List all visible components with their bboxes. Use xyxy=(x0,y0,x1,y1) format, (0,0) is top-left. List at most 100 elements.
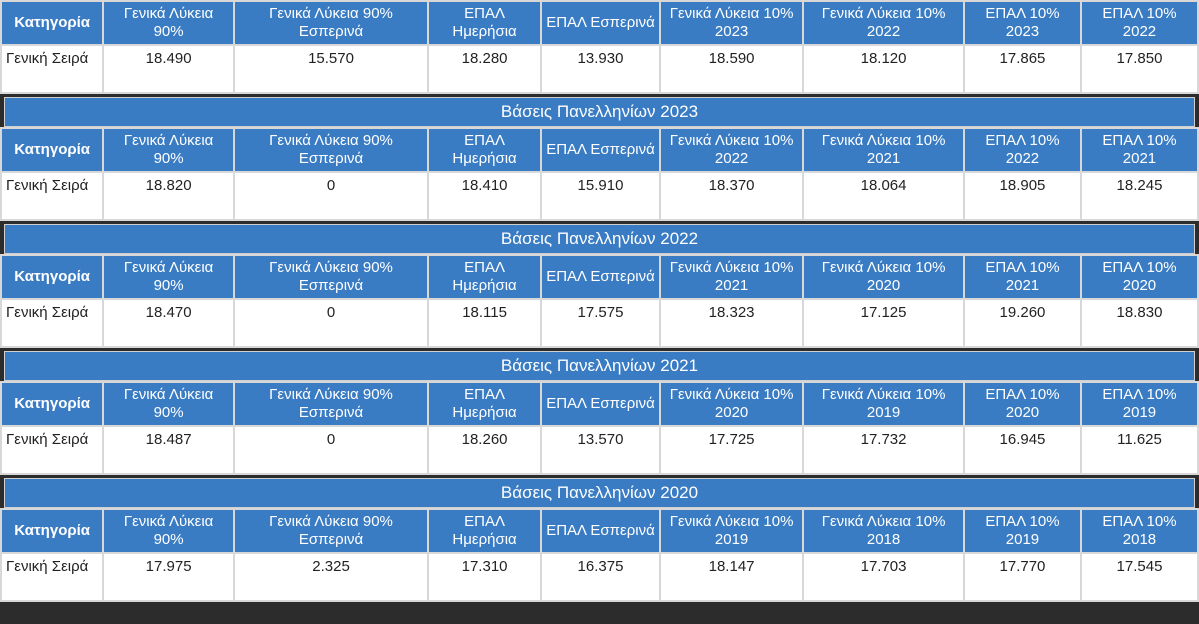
column-header: ΕΠΑΛ 10% 2020 xyxy=(1081,256,1197,298)
row-category-cell: Γενική Σειρά xyxy=(2,427,103,473)
category-header: Κατηγορία xyxy=(2,510,103,552)
column-header: Γενικά Λύκεια 90% xyxy=(104,383,233,425)
column-header: ΕΠΑΛ 10% 2022 xyxy=(1081,2,1197,44)
column-header: Γενικά Λύκεια 90% Εσπερινά xyxy=(234,2,428,44)
header-row: Κατηγορία Γενικά Λύκεια 90% Γενικά Λύκεια … xyxy=(2,510,1197,552)
basis-block: Βάσεις Πανελληνίων 2021 Κατηγορία Γενικά Λ… xyxy=(0,351,1199,475)
score-cell: 18.590 xyxy=(661,46,803,92)
row-category-cell: Γενική Σειρά xyxy=(2,46,103,92)
column-header: Γενικά Λύκεια 90% Εσπερινά xyxy=(234,256,428,298)
column-header: Γενικά Λύκεια 10% 2019 xyxy=(804,383,963,425)
score-cell: 18.410 xyxy=(429,173,540,219)
category-header: Κατηγορία xyxy=(2,383,103,425)
score-cell: 18.323 xyxy=(661,300,803,346)
column-header: Γενικά Λύκεια 10% 2021 xyxy=(661,256,803,298)
basis-table: Κατηγορία Γενικά Λύκεια 90% Γενικά Λύκεια … xyxy=(0,508,1199,602)
column-header: ΕΠΑΛ Εσπερινά xyxy=(541,256,660,298)
column-header: ΕΠΑΛ Εσπερινά xyxy=(541,383,660,425)
table-row: Γενική Σειρά 18.487 0 18.260 13.570 17.725 17.… xyxy=(2,427,1197,473)
score-cell: 17.310 xyxy=(429,554,540,600)
score-cell: 17.850 xyxy=(1081,46,1197,92)
column-header: ΕΠΑΛ 10% 2023 xyxy=(964,2,1080,44)
results-content: Κατηγορία Γενικά Λύκεια 90% Γενικά Λύκεια … xyxy=(0,0,1199,602)
column-header: ΕΠΑΛ Ημερήσια xyxy=(429,383,540,425)
score-cell: 13.930 xyxy=(541,46,660,92)
score-cell: 17.703 xyxy=(804,554,963,600)
score-cell: 18.820 xyxy=(104,173,233,219)
category-header: Κατηγορία xyxy=(2,2,103,44)
score-cell: 18.115 xyxy=(429,300,540,346)
column-header: Γενικά Λύκεια 90% xyxy=(104,510,233,552)
table-row: Γενική Σειρά 18.470 0 18.115 17.575 18.323 17.… xyxy=(2,300,1197,346)
column-header: Γενικά Λύκεια 10% 2021 xyxy=(804,129,963,171)
column-header: Γενικά Λύκεια 10% 2020 xyxy=(661,383,803,425)
basis-table: Κατηγορία Γενικά Λύκεια 90% Γενικά Λύκεια … xyxy=(0,254,1199,348)
basis-block: Βάσεις Πανελληνίων 2023 Κατηγορία Γενικά Λ… xyxy=(0,97,1199,221)
score-cell: 18.905 xyxy=(964,173,1080,219)
score-cell: 17.125 xyxy=(804,300,963,346)
score-cell: 18.120 xyxy=(804,46,963,92)
column-header: Γενικά Λύκεια 90% Εσπερινά xyxy=(234,129,428,171)
score-cell: 17.732 xyxy=(804,427,963,473)
column-header: ΕΠΑΛ Εσπερινά xyxy=(541,510,660,552)
score-cell: 18.490 xyxy=(104,46,233,92)
year-title: Βάσεις Πανελληνίων 2021 xyxy=(4,351,1195,381)
score-cell: 18.487 xyxy=(104,427,233,473)
score-cell: 16.375 xyxy=(541,554,660,600)
score-cell: 17.575 xyxy=(541,300,660,346)
basis-table: Κατηγορία Γενικά Λύκεια 90% Γενικά Λύκεια … xyxy=(0,127,1199,221)
column-header: Γενικά Λύκεια 90% Εσπερινά xyxy=(234,510,428,552)
column-header: Γενικά Λύκεια 10% 2019 xyxy=(661,510,803,552)
column-header: ΕΠΑΛ 10% 2021 xyxy=(1081,129,1197,171)
year-title: Βάσεις Πανελληνίων 2022 xyxy=(4,224,1195,254)
score-cell: 18.280 xyxy=(429,46,540,92)
column-header: Γενικά Λύκεια 10% 2022 xyxy=(804,2,963,44)
score-cell: 18.370 xyxy=(661,173,803,219)
header-row: Κατηγορία Γενικά Λύκεια 90% Γενικά Λύκεια … xyxy=(2,129,1197,171)
column-header: ΕΠΑΛ 10% 2020 xyxy=(964,383,1080,425)
basis-block: Κατηγορία Γενικά Λύκεια 90% Γενικά Λύκεια … xyxy=(0,0,1199,94)
column-header: Γενικά Λύκεια 10% 2022 xyxy=(661,129,803,171)
year-title: Βάσεις Πανελληνίων 2023 xyxy=(4,97,1195,127)
score-cell: 0 xyxy=(234,427,428,473)
table-row: Γενική Σειρά 18.820 0 18.410 15.910 18.370 18.… xyxy=(2,173,1197,219)
basis-block: Βάσεις Πανελληνίων 2020 Κατηγορία Γενικά Λ… xyxy=(0,478,1199,602)
row-category-cell: Γενική Σειρά xyxy=(2,554,103,600)
score-cell: 18.470 xyxy=(104,300,233,346)
column-header: ΕΠΑΛ 10% 2022 xyxy=(964,129,1080,171)
column-header: Γενικά Λύκεια 90% xyxy=(104,129,233,171)
category-header: Κατηγορία xyxy=(2,129,103,171)
score-cell: 13.570 xyxy=(541,427,660,473)
column-header: Γενικά Λύκεια 90% xyxy=(104,256,233,298)
header-row: Κατηγορία Γενικά Λύκεια 90% Γενικά Λύκεια … xyxy=(2,256,1197,298)
basis-table: Κατηγορία Γενικά Λύκεια 90% Γενικά Λύκεια … xyxy=(0,381,1199,475)
score-cell: 18.245 xyxy=(1081,173,1197,219)
table-row: Γενική Σειρά 17.975 2.325 17.310 16.375 18.14… xyxy=(2,554,1197,600)
score-cell: 17.725 xyxy=(661,427,803,473)
basis-table: Κατηγορία Γενικά Λύκεια 90% Γενικά Λύκεια … xyxy=(0,0,1199,94)
column-header: ΕΠΑΛ Ημερήσια xyxy=(429,256,540,298)
category-header: Κατηγορία xyxy=(2,256,103,298)
score-cell: 15.910 xyxy=(541,173,660,219)
score-cell: 2.325 xyxy=(234,554,428,600)
column-header: Γενικά Λύκεια 10% 2018 xyxy=(804,510,963,552)
column-header: Γενικά Λύκεια 10% 2023 xyxy=(661,2,803,44)
score-cell: 17.770 xyxy=(964,554,1080,600)
column-header: ΕΠΑΛ 10% 2021 xyxy=(964,256,1080,298)
score-cell: 18.830 xyxy=(1081,300,1197,346)
score-cell: 11.625 xyxy=(1081,427,1197,473)
column-header: ΕΠΑΛ Εσπερινά xyxy=(541,129,660,171)
score-cell: 0 xyxy=(234,173,428,219)
column-header: ΕΠΑΛ 10% 2019 xyxy=(964,510,1080,552)
score-cell: 15.570 xyxy=(234,46,428,92)
column-header: ΕΠΑΛ 10% 2019 xyxy=(1081,383,1197,425)
score-cell: 19.260 xyxy=(964,300,1080,346)
row-category-cell: Γενική Σειρά xyxy=(2,300,103,346)
score-cell: 18.260 xyxy=(429,427,540,473)
score-cell: 0 xyxy=(234,300,428,346)
column-header: Γενικά Λύκεια 10% 2020 xyxy=(804,256,963,298)
column-header: ΕΠΑΛ Εσπερινά xyxy=(541,2,660,44)
column-header: Γενικά Λύκεια 90% xyxy=(104,2,233,44)
column-header: ΕΠΑΛ 10% 2018 xyxy=(1081,510,1197,552)
